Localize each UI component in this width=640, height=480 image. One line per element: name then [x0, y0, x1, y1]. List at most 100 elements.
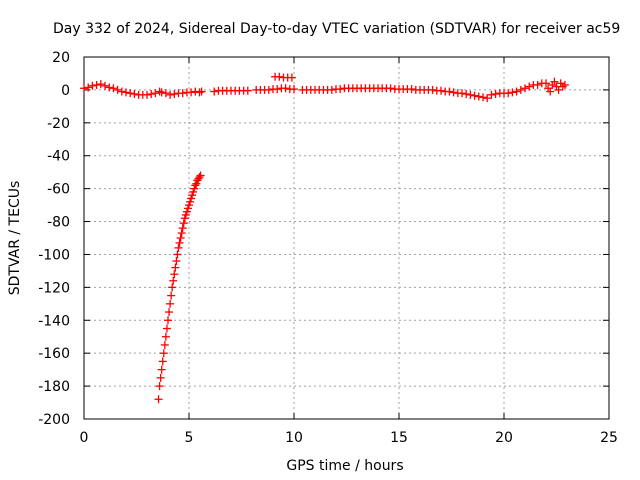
data-point — [546, 87, 555, 96]
data-point — [174, 243, 183, 252]
data-point — [210, 87, 219, 96]
data-point — [147, 90, 156, 99]
data-point — [166, 90, 175, 99]
data-point — [187, 88, 196, 97]
data-point — [479, 93, 487, 102]
data-point — [542, 79, 550, 88]
data-point — [195, 173, 204, 182]
data-point — [407, 85, 416, 94]
data-point — [191, 181, 200, 190]
y-tick-label: 20 — [52, 50, 70, 66]
data-point — [113, 85, 122, 94]
data-point — [428, 85, 437, 94]
data-point — [168, 283, 177, 292]
y-tick-label: -100 — [38, 247, 70, 263]
data-point — [155, 382, 164, 391]
data-point — [462, 90, 471, 99]
x-axis-label: GPS time / hours — [286, 458, 403, 474]
data-point — [483, 94, 492, 103]
data-point — [170, 90, 179, 99]
data-point — [560, 80, 569, 89]
data-point — [143, 90, 151, 99]
data-point — [273, 85, 282, 94]
data-points — [80, 72, 569, 404]
data-point — [173, 250, 182, 259]
data-point — [151, 89, 160, 98]
data-point — [178, 224, 187, 233]
data-point — [275, 72, 284, 81]
y-tick-label: -160 — [38, 346, 70, 362]
x-tick-label: 20 — [495, 430, 513, 446]
data-point — [195, 88, 204, 97]
data-point — [109, 84, 118, 93]
data-point — [516, 85, 525, 94]
data-point — [243, 86, 252, 95]
data-point — [161, 89, 170, 98]
data-point — [165, 308, 174, 317]
data-point — [117, 87, 126, 96]
data-point — [92, 80, 101, 89]
data-point — [197, 87, 206, 96]
data-point — [159, 349, 168, 358]
data-point — [175, 238, 184, 247]
data-point — [170, 270, 179, 279]
y-tick-label: -120 — [38, 280, 70, 296]
data-point — [169, 276, 178, 285]
data-point — [156, 373, 165, 382]
data-point — [196, 171, 205, 180]
data-point — [281, 84, 290, 93]
data-point — [167, 291, 176, 300]
data-point — [474, 92, 483, 101]
data-point — [171, 263, 180, 272]
plot-frame — [83, 56, 610, 420]
data-point — [437, 86, 445, 95]
y-tick-label: -140 — [38, 313, 70, 329]
data-point — [533, 80, 542, 89]
x-tick-label: 5 — [185, 430, 194, 446]
data-point — [290, 85, 298, 94]
data-point — [386, 84, 395, 93]
data-point — [491, 90, 500, 99]
data-point — [178, 89, 187, 98]
data-point — [470, 91, 479, 100]
data-point — [160, 340, 169, 349]
y-tick-label: -80 — [47, 215, 70, 231]
y-tick-label: 0 — [61, 83, 70, 99]
data-point — [105, 83, 114, 92]
data-point — [487, 90, 496, 99]
data-point — [466, 90, 475, 99]
y-tick-label: -60 — [47, 182, 70, 198]
data-point — [126, 89, 135, 98]
data-point — [96, 80, 105, 89]
x-tick-label: 0 — [80, 430, 89, 446]
data-point — [158, 357, 167, 366]
data-point — [176, 234, 185, 242]
data-point — [80, 84, 88, 93]
data-point — [287, 73, 296, 82]
data-point — [508, 88, 517, 97]
data-point — [525, 82, 534, 91]
data-point — [154, 395, 163, 404]
y-tick-label: -180 — [38, 379, 70, 395]
data-point — [84, 83, 93, 92]
data-point — [155, 87, 164, 96]
data-point — [550, 77, 559, 86]
data-point — [458, 89, 466, 98]
grid — [84, 57, 609, 419]
data-point — [166, 299, 175, 308]
y-tick-label: -40 — [47, 149, 70, 165]
data-point — [336, 85, 345, 94]
data-point — [177, 229, 186, 238]
data-point — [449, 88, 458, 97]
y-tick-label: -20 — [47, 116, 70, 132]
x-tick-label: 10 — [285, 430, 303, 446]
data-point — [512, 87, 521, 96]
data-point — [162, 324, 171, 333]
chart-title: Day 332 of 2024, Sidereal Day-to-day VTE… — [53, 21, 620, 37]
y-tick-label: -200 — [38, 412, 70, 428]
data-point — [88, 81, 97, 90]
data-point — [157, 365, 166, 374]
data-point — [504, 89, 513, 98]
axis-ticks: 0 5 10 15 20 25 20 0 -20 -40 -60 -80 -100 -120 -140 -16… — [38, 50, 618, 446]
